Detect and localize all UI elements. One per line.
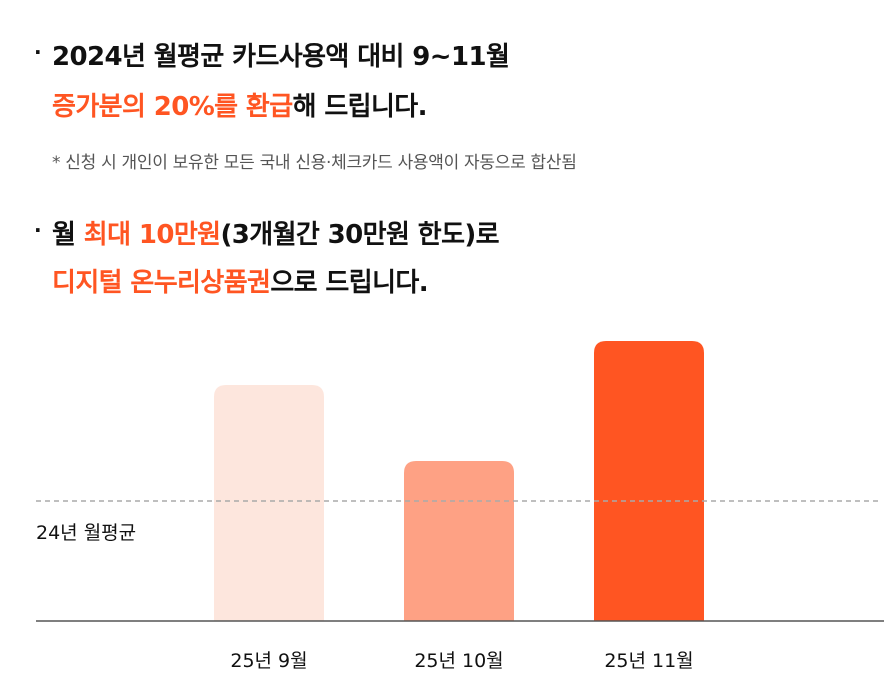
- voucher-rest: 으로 드립니다.: [270, 268, 428, 298]
- bar-chart: 24년 월평균 25년 9월 25년 10월 25년 11월: [36, 341, 884, 672]
- bullet-dot: ·: [34, 218, 42, 242]
- bar-3: [594, 341, 704, 621]
- limit-rest: (3개월간 30만원 한도)로: [220, 220, 500, 250]
- bar-1: [214, 385, 324, 621]
- refund-highlight: 증가분의 20%를 환급: [52, 92, 293, 122]
- headline-line-1: 2024년 월평균 카드사용액 대비 9~11월: [52, 42, 510, 72]
- x-tick-label: 25년 10월: [414, 650, 503, 672]
- bar-2: [404, 461, 514, 621]
- x-tick-label: 25년 11월: [604, 650, 693, 672]
- limit-highlight: 최대 10만원: [83, 220, 221, 250]
- limit-prefix: 월: [52, 220, 84, 250]
- footnote: * 신청 시 개인이 보유한 모든 국내 신용·체크카드 사용액이 자동으로 합…: [52, 153, 577, 173]
- limit-line-1: 월 최대 10만원(3개월간 30만원 한도)로: [52, 214, 500, 251]
- headline-line-2-rest: 해 드립니다.: [292, 92, 428, 122]
- limit-line-2: 디지털 온누리상품권으로 드립니다.: [52, 262, 429, 299]
- bullet-dot: ·: [34, 40, 42, 64]
- reference-label: 24년 월평균: [36, 522, 136, 544]
- x-tick-label: 25년 9월: [230, 650, 307, 672]
- voucher-highlight: 디지털 온누리상품권: [52, 268, 271, 298]
- headline-line-2: 증가분의 20%를 환급해 드립니다.: [52, 86, 428, 123]
